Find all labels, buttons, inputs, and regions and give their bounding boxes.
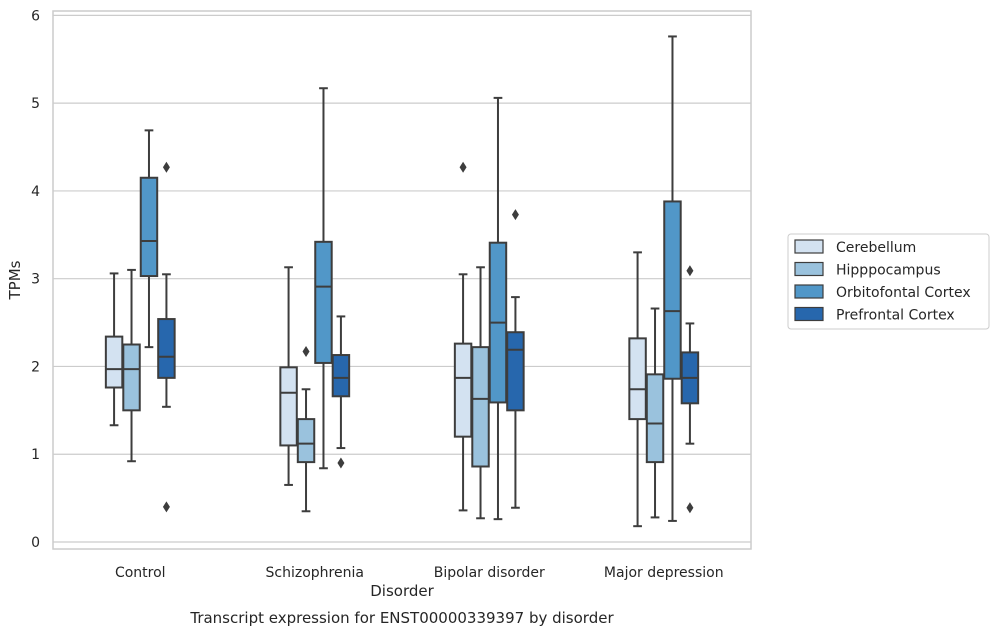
box-iqr [157, 318, 176, 379]
y-tick-label: 6 [31, 8, 40, 24]
box-prefrontal-cortex-0 [157, 161, 176, 513]
outlier-point [162, 501, 170, 513]
box-cerebellum-0 [104, 272, 124, 427]
box-iqr [279, 366, 298, 447]
outlier-point [459, 161, 467, 173]
box-iqr [453, 342, 473, 438]
outlier-point [686, 265, 694, 277]
outlier-point [686, 502, 694, 514]
box-cerebellum-2 [453, 161, 473, 512]
plot-area [52, 10, 752, 550]
box-prefrontal-cortex-1 [331, 315, 351, 469]
legend-label: Hipppocampus [836, 263, 941, 279]
outlier-point [162, 161, 170, 173]
x-tick-label: Major depression [604, 565, 724, 581]
box-orbitofontal-cortex-2 [488, 96, 508, 521]
x-tick-label: Control [115, 565, 166, 581]
box-cerebellum-1 [279, 266, 298, 486]
box-iqr [331, 354, 351, 398]
legend: Cerebellum Hipppocampus Orbitofontal Corte… [787, 233, 990, 330]
chart-caption: Transcript expression for ENST0000033939… [189, 609, 614, 627]
legend-swatch [794, 239, 824, 254]
y-tick-label: 5 [31, 96, 40, 112]
boxes-layer [104, 35, 700, 528]
legend-swatch [794, 284, 824, 299]
y-tick-label: 2 [31, 359, 40, 375]
x-axis-title: Disorder [370, 582, 434, 600]
box-iqr [645, 373, 665, 464]
legend-label: Orbitofontal Cortex [836, 285, 971, 301]
y-tick-label: 1 [31, 447, 40, 463]
box-iqr [471, 346, 490, 468]
x-tick-label: Schizophrenia [266, 565, 364, 581]
x-axis-ticks: Control Schizophrenia Bipolar disorder Majo… [115, 565, 724, 581]
outlier-point [511, 209, 519, 221]
box-hipppocampus-2 [471, 266, 490, 520]
legend-label: Cerebellum [836, 240, 916, 256]
box-iqr [122, 343, 141, 412]
box-prefrontal-cortex-2 [506, 209, 525, 509]
box-hipppocampus-3 [645, 307, 665, 519]
box-iqr [663, 200, 682, 380]
box-iqr [314, 240, 333, 364]
y-tick-label: 3 [31, 272, 40, 288]
box-iqr [139, 176, 159, 278]
y-axis-ticks: 0 1 2 3 4 5 6 [31, 8, 40, 551]
y-axis-title: TPMs [6, 260, 24, 300]
x-tick-label: Bipolar disorder [434, 565, 545, 581]
box-iqr [296, 418, 316, 464]
box-iqr [104, 335, 124, 389]
box-hipppocampus-0 [122, 268, 141, 463]
box-hipppocampus-1 [296, 346, 316, 513]
box-orbitofontal-cortex-0 [139, 129, 159, 349]
outlier-point [302, 346, 310, 358]
y-tick-label: 4 [31, 184, 40, 200]
legend-frame [787, 233, 990, 330]
outlier-point [337, 457, 345, 469]
box-orbitofontal-cortex-1 [314, 87, 333, 470]
legend-label: Prefrontal Cortex [836, 308, 955, 324]
legend-swatch [794, 261, 824, 277]
box-iqr [506, 331, 525, 412]
box-prefrontal-cortex-3 [680, 265, 700, 514]
y-tick-label: 0 [31, 535, 40, 551]
box-iqr [628, 337, 647, 421]
box-orbitofontal-cortex-3 [663, 35, 682, 522]
legend-swatch [794, 306, 824, 322]
